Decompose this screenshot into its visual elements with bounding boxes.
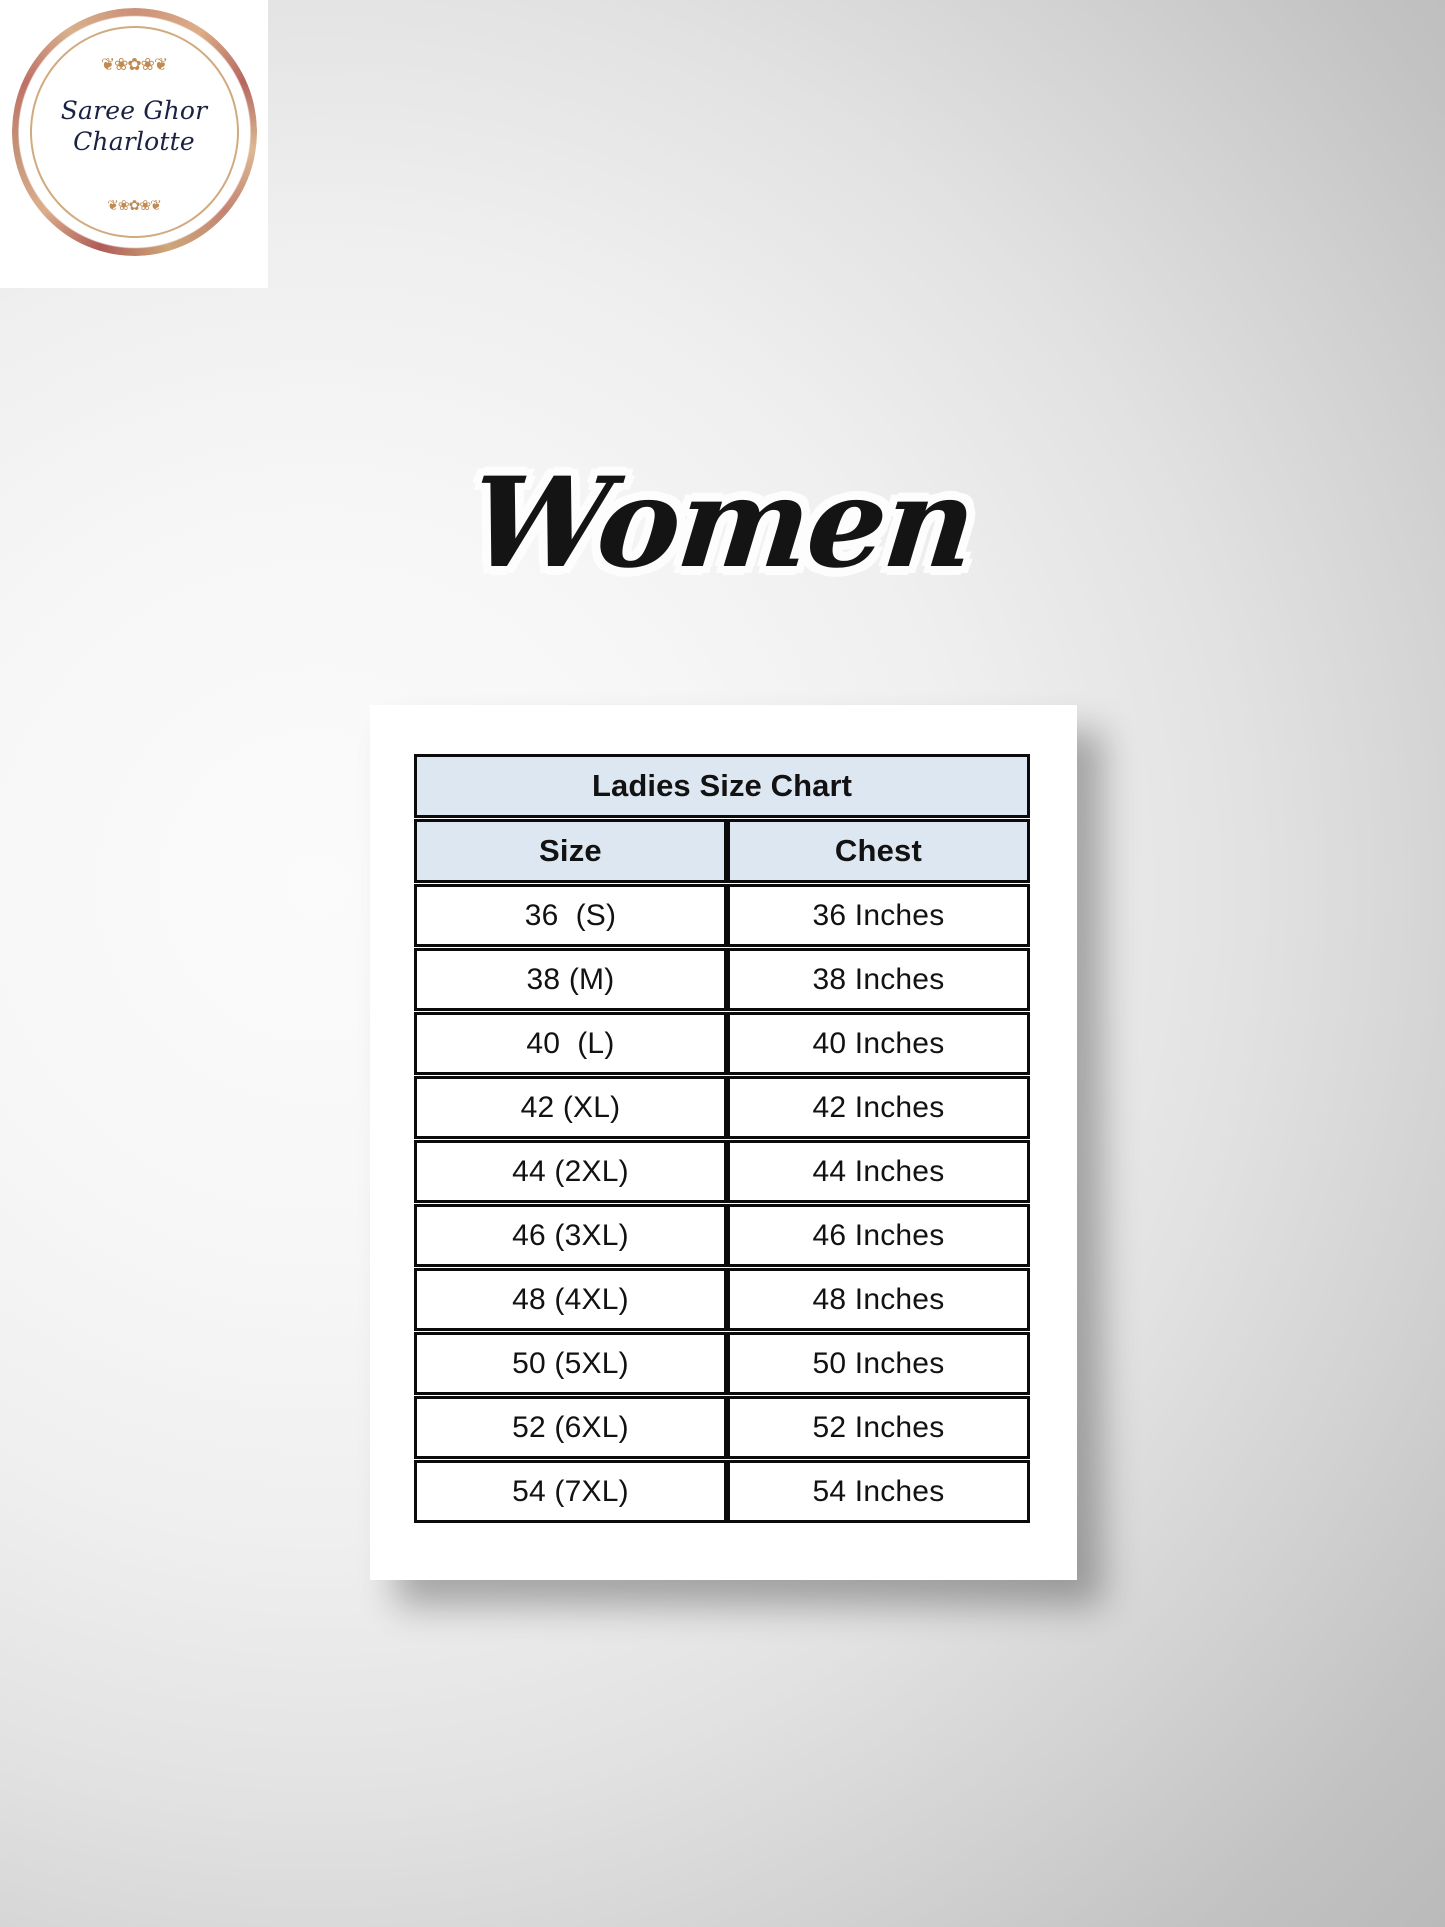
cell-chest: 46 Inches [726,1204,1030,1267]
table-row: 54 (7XL) 54 Inches [414,1460,1030,1523]
cell-chest: 40 Inches [726,1012,1030,1075]
table-row: 50 (5XL) 50 Inches [414,1332,1030,1395]
ladies-size-chart-table: Ladies Size Chart Size Chest 36 (S) 36 In… [414,753,1030,1524]
table-body: 36 (S) 36 Inches 38 (M) 38 Inches 40 (L) 40 I… [414,884,1030,1523]
cell-size: 36 (S) [414,884,727,947]
cell-size: 52 (6XL) [414,1396,727,1459]
cell-chest: 52 Inches [726,1396,1030,1459]
cell-chest-text: 44 Inches [812,1154,945,1188]
cell-chest-text: 50 Inches [812,1346,945,1380]
flourish-top-icon: ❦❀✿❀❦ [100,55,168,74]
table-title-row: Ladies Size Chart [414,754,1030,818]
flourish-bottom-icon: ❦❀✿❀❦ [107,197,162,213]
table-row: 48 (4XL) 48 Inches [414,1268,1030,1331]
cell-chest: 48 Inches [726,1268,1030,1331]
size-chart-card: Ladies Size Chart Size Chest 36 (S) 36 In… [370,705,1077,1580]
cell-chest-text: 52 Inches [812,1410,945,1444]
brand-name-line1: Saree Ghor [60,96,208,125]
cell-size: 54 (7XL) [414,1460,727,1523]
page-title: Women [0,451,1445,596]
cell-size: 48 (4XL) [414,1268,727,1331]
table-row: 36 (S) 36 Inches [414,884,1030,947]
cell-size-text: 52 (6XL) [512,1410,629,1444]
logo-ring-icon [30,26,239,238]
cell-size: 40 (L) [414,1012,727,1075]
cell-size-text: 48 (4XL) [512,1282,629,1316]
cell-chest: 38 Inches [726,948,1030,1011]
cell-size: 42 (XL) [414,1076,727,1139]
cell-size-text: 54 (7XL) [512,1474,629,1508]
cell-size-text: 50 (5XL) [512,1346,629,1380]
cell-chest-text: 38 Inches [812,962,945,996]
cell-chest-text: 36 Inches [812,898,945,932]
cell-chest-text: 40 Inches [812,1026,945,1060]
table-row: 52 (6XL) 52 Inches [414,1396,1030,1459]
table-row: 40 (L) 40 Inches [414,1012,1030,1075]
brand-logo: ❦❀✿❀❦ Saree Ghor Charlotte ❦❀✿❀❦ [0,0,268,288]
brand-name-line2: Charlotte [73,126,195,156]
cell-size: 50 (5XL) [414,1332,727,1395]
table-row: 46 (3XL) 46 Inches [414,1204,1030,1267]
table-row: 44 (2XL) 44 Inches [414,1140,1030,1203]
table-row: 42 (XL) 42 Inches [414,1076,1030,1139]
cell-chest: 44 Inches [726,1140,1030,1203]
cell-chest: 50 Inches [726,1332,1030,1395]
column-header-size: Size [414,819,727,883]
cell-size-text: 42 (XL) [520,1090,621,1124]
cell-chest: 42 Inches [726,1076,1030,1139]
cell-size-text: 44 (2XL) [512,1154,629,1188]
cell-size-text: 36 (S) [524,898,617,932]
table-row: 38 (M) 38 Inches [414,948,1030,1011]
cell-chest-text: 48 Inches [812,1282,945,1316]
cell-chest-text: 42 Inches [812,1090,945,1124]
cell-chest: 54 Inches [726,1460,1030,1523]
cell-size: 38 (M) [414,948,727,1011]
table-title: Ladies Size Chart [414,754,1030,818]
cell-chest: 36 Inches [726,884,1030,947]
cell-size: 46 (3XL) [414,1204,727,1267]
cell-chest-text: 54 Inches [812,1474,945,1508]
column-header-chest: Chest [726,819,1030,883]
table-header-row: Size Chest [414,819,1030,883]
cell-size-text: 38 (M) [526,962,615,996]
page-title-text: Women [463,451,982,596]
cell-size-text: 40 (L) [526,1026,615,1060]
table-head: Ladies Size Chart Size Chest [414,754,1030,883]
cell-chest-text: 46 Inches [812,1218,945,1252]
cell-size-text: 46 (3XL) [512,1218,629,1252]
brand-name: Saree Ghor Charlotte [0,96,268,157]
cell-size: 44 (2XL) [414,1140,727,1203]
